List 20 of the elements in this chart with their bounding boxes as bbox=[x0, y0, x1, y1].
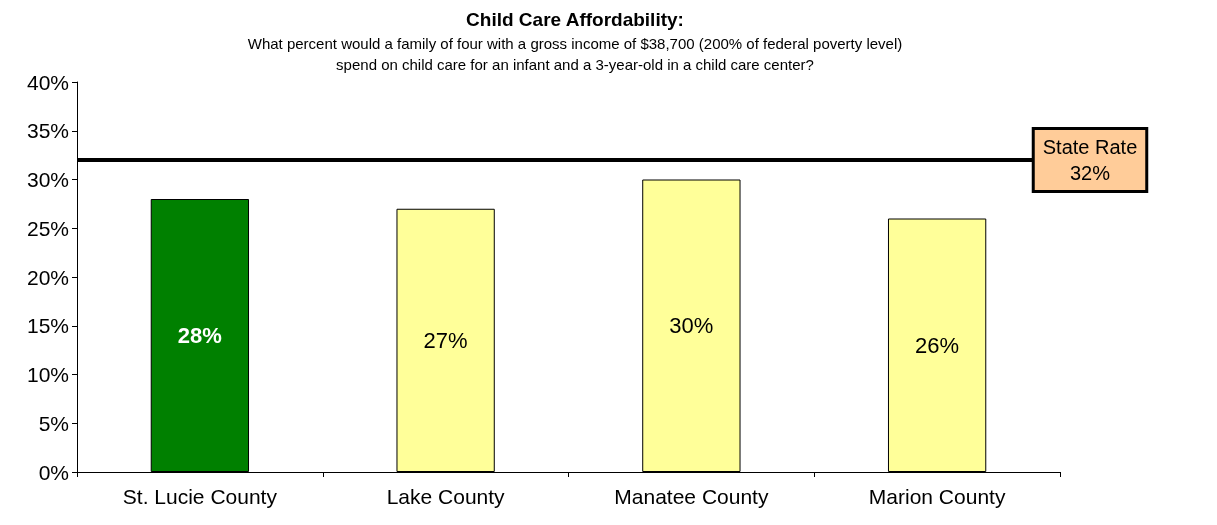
x-tick-label: Marion County bbox=[868, 485, 1006, 508]
y-tick-label: 30% bbox=[26, 168, 69, 191]
y-tick-label: 0% bbox=[38, 460, 69, 484]
chart-title: Child Care Affordability: bbox=[466, 9, 684, 30]
y-tick-label: 5% bbox=[38, 411, 69, 435]
x-tick-label: St. Lucie County bbox=[122, 485, 278, 508]
y-tick-label: 10% bbox=[26, 363, 69, 386]
data-label: 30% bbox=[669, 313, 714, 339]
y-tick-label: 15% bbox=[26, 314, 69, 338]
y-tick-label: 40% bbox=[26, 70, 69, 94]
ref-line-label: State Rate 32% bbox=[1042, 136, 1138, 184]
data-label: 26% bbox=[915, 332, 960, 358]
data-label: 28% bbox=[177, 323, 222, 348]
chart-subtitle: What percent would a family of four with a gross income of $38,700 (200% of federal poverty level) spend on child care for an infant and a 3-year-old in a child care center? bbox=[247, 35, 903, 73]
y-tick-label: 20% bbox=[26, 265, 69, 289]
y-tick-label: 35% bbox=[26, 119, 69, 143]
x-tick-label: Lake County bbox=[386, 485, 506, 508]
data-label: 27% bbox=[423, 327, 468, 353]
y-tick-label: 25% bbox=[26, 216, 69, 240]
x-tick-label: Manatee County bbox=[614, 485, 769, 508]
